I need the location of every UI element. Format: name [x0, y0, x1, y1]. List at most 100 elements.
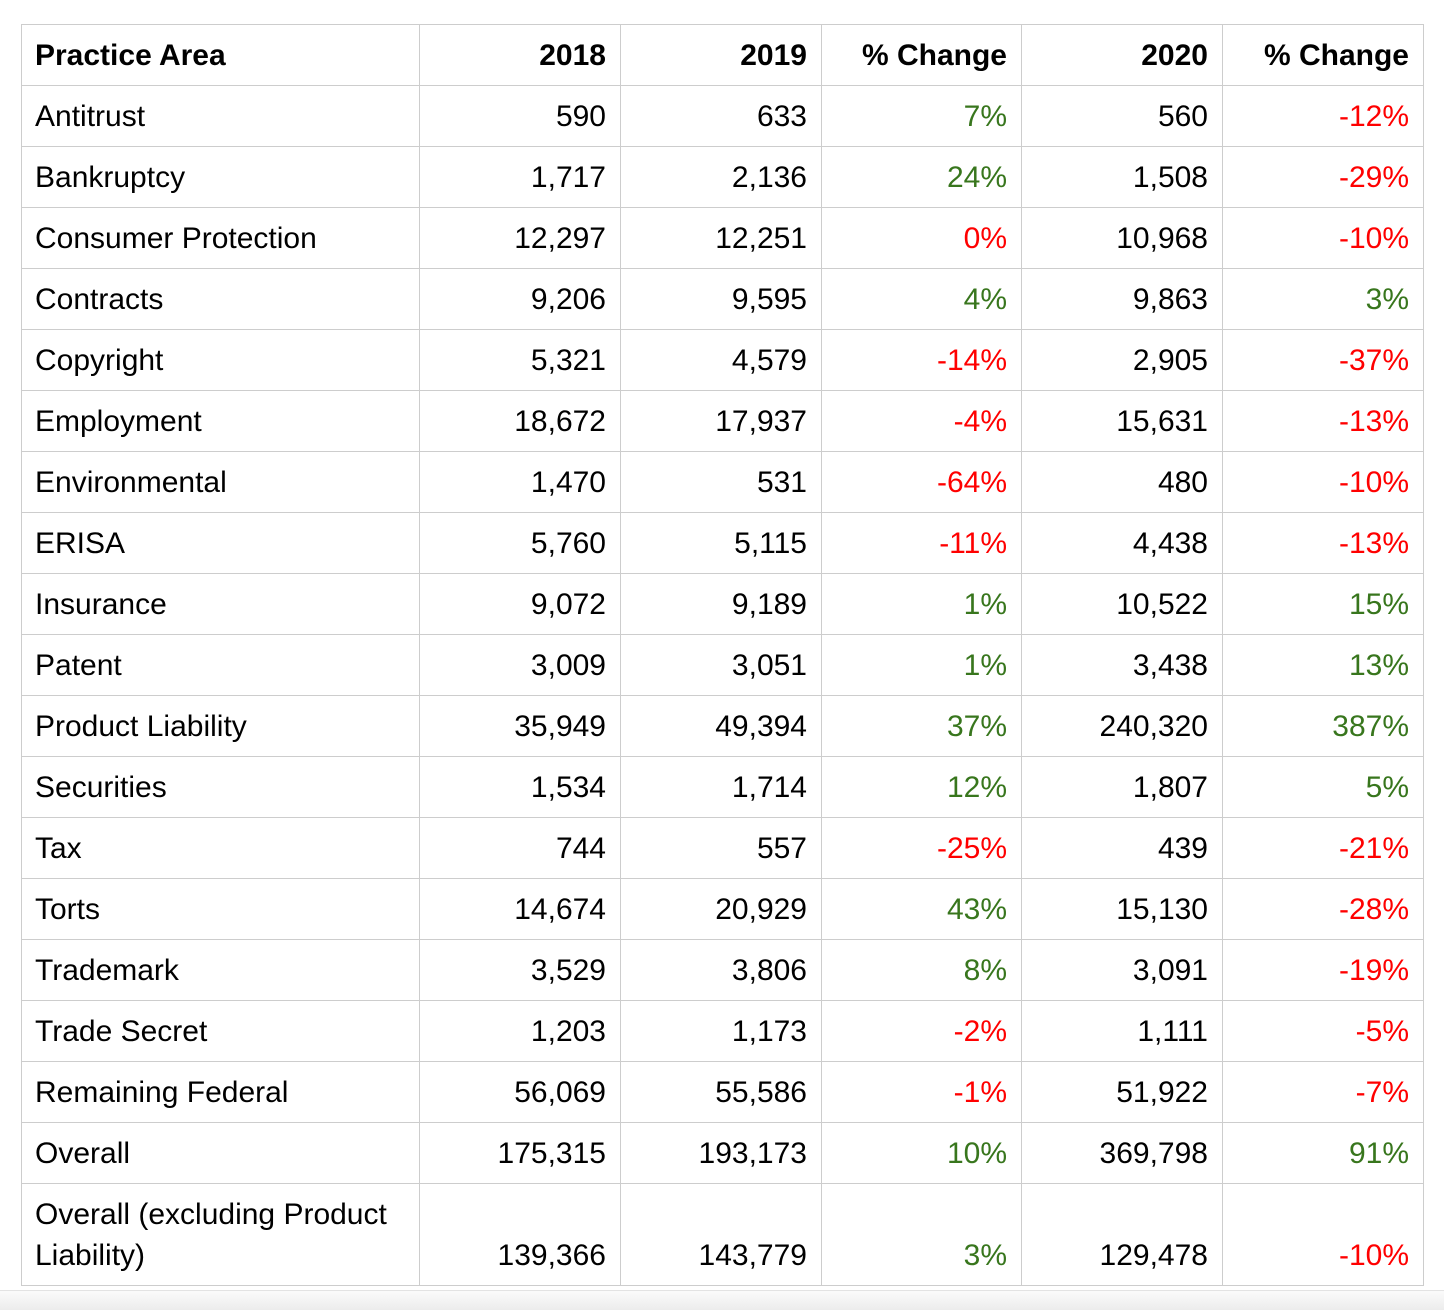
cell-pct-change-2020: 15%	[1222, 573, 1424, 635]
cell-pct-change-2020: 91%	[1222, 1122, 1424, 1184]
practice-area-table: Practice Area 2018 2019 % Change 2020 % …	[21, 24, 1424, 1286]
table-row: Employment 18,672 17,937 -4% 15,631 -13%	[21, 390, 1424, 452]
cell-practice-area: Overall (excluding Product Liability)	[21, 1183, 420, 1286]
table-row: Securities 1,534 1,714 12% 1,807 5%	[21, 756, 1424, 818]
cell-2019-value: 1,173	[620, 1000, 822, 1062]
cell-practice-area: Overall	[21, 1122, 420, 1184]
cell-2019-value: 3,051	[620, 634, 822, 696]
cell-practice-area: Tax	[21, 817, 420, 879]
cell-practice-area: Remaining Federal	[21, 1061, 420, 1123]
column-header-2019: 2019	[620, 24, 822, 86]
cell-2020-value: 4,438	[1021, 512, 1223, 574]
cell-pct-change-2020: -29%	[1222, 146, 1424, 208]
cell-practice-area: Torts	[21, 878, 420, 940]
cell-2019-value: 1,714	[620, 756, 822, 818]
cell-2020-value: 1,807	[1021, 756, 1223, 818]
table-row: Antitrust 590 633 7% 560 -12%	[21, 85, 1424, 147]
cell-2018-value: 14,674	[419, 878, 621, 940]
cell-practice-area: ERISA	[21, 512, 420, 574]
cell-pct-change-2020: -21%	[1222, 817, 1424, 879]
cell-2019-value: 143,779	[620, 1183, 822, 1286]
cell-pct-change-2019: 10%	[821, 1122, 1022, 1184]
column-header-2020: 2020	[1021, 24, 1223, 86]
cell-2019-value: 2,136	[620, 146, 822, 208]
column-header-2018: 2018	[419, 24, 621, 86]
table-row: Overall 175,315 193,173 10% 369,798 91%	[21, 1122, 1424, 1184]
cell-2020-value: 1,111	[1021, 1000, 1223, 1062]
cell-2018-value: 1,534	[419, 756, 621, 818]
bottom-scroll-strip	[0, 1290, 1444, 1310]
cell-pct-change-2019: -25%	[821, 817, 1022, 879]
cell-2019-value: 5,115	[620, 512, 822, 574]
table-row: Consumer Protection 12,297 12,251 0% 10,…	[21, 207, 1424, 269]
cell-2020-value: 129,478	[1021, 1183, 1223, 1286]
table-row: Remaining Federal 56,069 55,586 -1% 51,9…	[21, 1061, 1424, 1123]
cell-2019-value: 557	[620, 817, 822, 879]
cell-2020-value: 3,091	[1021, 939, 1223, 1001]
header-row: Practice Area 2018 2019 % Change 2020 % …	[21, 24, 1424, 86]
table-row: Tax 744 557 -25% 439 -21%	[21, 817, 1424, 879]
cell-2020-value: 480	[1021, 451, 1223, 513]
cell-2020-value: 15,130	[1021, 878, 1223, 940]
cell-2020-value: 10,522	[1021, 573, 1223, 635]
cell-pct-change-2020: 387%	[1222, 695, 1424, 757]
table-row: Torts 14,674 20,929 43% 15,130 -28%	[21, 878, 1424, 940]
cell-pct-change-2019: 1%	[821, 573, 1022, 635]
cell-2019-value: 193,173	[620, 1122, 822, 1184]
cell-practice-area: Patent	[21, 634, 420, 696]
cell-pct-change-2019: 0%	[821, 207, 1022, 269]
table-row: Contracts 9,206 9,595 4% 9,863 3%	[21, 268, 1424, 330]
cell-2019-value: 17,937	[620, 390, 822, 452]
cell-2018-value: 18,672	[419, 390, 621, 452]
cell-2019-value: 12,251	[620, 207, 822, 269]
cell-pct-change-2019: 37%	[821, 695, 1022, 757]
column-header-pct-change-2020: % Change	[1222, 24, 1424, 86]
cell-pct-change-2019: -64%	[821, 451, 1022, 513]
cell-2018-value: 5,321	[419, 329, 621, 391]
cell-2019-value: 633	[620, 85, 822, 147]
table-row: Insurance 9,072 9,189 1% 10,522 15%	[21, 573, 1424, 635]
cell-2019-value: 20,929	[620, 878, 822, 940]
cell-pct-change-2020: -10%	[1222, 451, 1424, 513]
cell-2018-value: 5,760	[419, 512, 621, 574]
cell-pct-change-2020: -13%	[1222, 390, 1424, 452]
cell-2019-value: 49,394	[620, 695, 822, 757]
cell-pct-change-2020: -12%	[1222, 85, 1424, 147]
cell-2019-value: 9,189	[620, 573, 822, 635]
cell-pct-change-2019: -11%	[821, 512, 1022, 574]
cell-2020-value: 439	[1021, 817, 1223, 879]
cell-pct-change-2019: 3%	[821, 1183, 1022, 1286]
cell-2018-value: 35,949	[419, 695, 621, 757]
table-body: Antitrust 590 633 7% 560 -12% Bankruptcy…	[21, 85, 1424, 1286]
cell-practice-area: Trademark	[21, 939, 420, 1001]
cell-pct-change-2019: 8%	[821, 939, 1022, 1001]
cell-pct-change-2020: -28%	[1222, 878, 1424, 940]
cell-2018-value: 9,072	[419, 573, 621, 635]
cell-2018-value: 1,470	[419, 451, 621, 513]
column-header-pct-change-2019: % Change	[821, 24, 1022, 86]
cell-2018-value: 744	[419, 817, 621, 879]
cell-pct-change-2020: -7%	[1222, 1061, 1424, 1123]
cell-pct-change-2020: -37%	[1222, 329, 1424, 391]
cell-pct-change-2019: -14%	[821, 329, 1022, 391]
cell-practice-area: Contracts	[21, 268, 420, 330]
cell-pct-change-2020: -10%	[1222, 207, 1424, 269]
cell-pct-change-2019: 12%	[821, 756, 1022, 818]
cell-2019-value: 55,586	[620, 1061, 822, 1123]
cell-2020-value: 51,922	[1021, 1061, 1223, 1123]
cell-2018-value: 12,297	[419, 207, 621, 269]
cell-2020-value: 240,320	[1021, 695, 1223, 757]
cell-pct-change-2019: 24%	[821, 146, 1022, 208]
cell-practice-area: Employment	[21, 390, 420, 452]
cell-2020-value: 369,798	[1021, 1122, 1223, 1184]
cell-pct-change-2020: -13%	[1222, 512, 1424, 574]
cell-practice-area: Product Liability	[21, 695, 420, 757]
table-row: Overall (excluding Product Liability) 13…	[21, 1183, 1424, 1286]
cell-pct-change-2020: -10%	[1222, 1183, 1424, 1286]
table-row: Bankruptcy 1,717 2,136 24% 1,508 -29%	[21, 146, 1424, 208]
cell-2019-value: 4,579	[620, 329, 822, 391]
table-row: Patent 3,009 3,051 1% 3,438 13%	[21, 634, 1424, 696]
table-row: Product Liability 35,949 49,394 37% 240,…	[21, 695, 1424, 757]
cell-pct-change-2020: 5%	[1222, 756, 1424, 818]
